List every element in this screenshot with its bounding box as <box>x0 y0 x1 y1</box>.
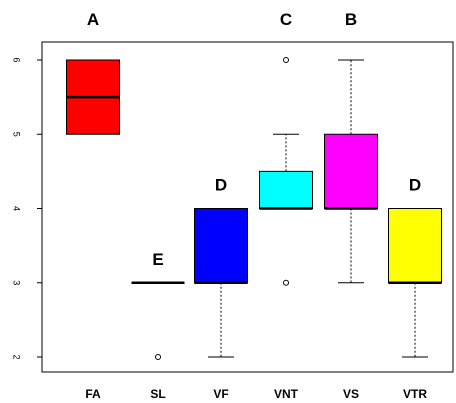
box-body <box>194 208 248 284</box>
x-tick-label: FA <box>85 387 101 401</box>
group-letter: D <box>215 176 227 195</box>
box-fa <box>66 59 120 135</box>
box-body <box>388 208 442 284</box>
x-tick-label: VNT <box>274 387 299 401</box>
group-letter: E <box>152 250 163 269</box>
group-letter: D <box>409 176 421 195</box>
y-tick-label: 6 <box>12 57 22 62</box>
box-body <box>324 133 378 209</box>
x-tick-label: SL <box>150 387 165 401</box>
plot-frame <box>41 41 454 373</box>
y-tick-label: 4 <box>12 206 22 211</box>
box-body <box>259 170 313 209</box>
x-tick-label: VTR <box>403 387 427 401</box>
x-axis-labels: FA SL VF VNT VS VTR <box>85 387 427 401</box>
boxes <box>66 57 442 360</box>
y-tick-label: 3 <box>12 280 22 285</box>
box-vs <box>324 59 378 284</box>
x-tick-label: VS <box>343 387 359 401</box>
box-sl <box>131 281 185 360</box>
box-vf <box>194 208 248 358</box>
outlier-point <box>283 57 289 63</box>
y-axis: 2 3 4 5 6 <box>12 57 42 360</box>
outlier-point <box>283 279 289 286</box>
box-vtr <box>388 208 442 358</box>
outlier-point <box>155 354 161 360</box>
group-letter: B <box>345 10 357 29</box>
group-letter: C <box>280 10 292 29</box>
y-tick-label: 2 <box>12 354 22 359</box>
group-letter: A <box>87 10 99 29</box>
y-tick-label: 5 <box>12 132 22 137</box>
box-vnt <box>259 57 313 286</box>
group-letters: A E D C B D <box>87 10 421 269</box>
x-tick-label: VF <box>213 387 228 401</box>
